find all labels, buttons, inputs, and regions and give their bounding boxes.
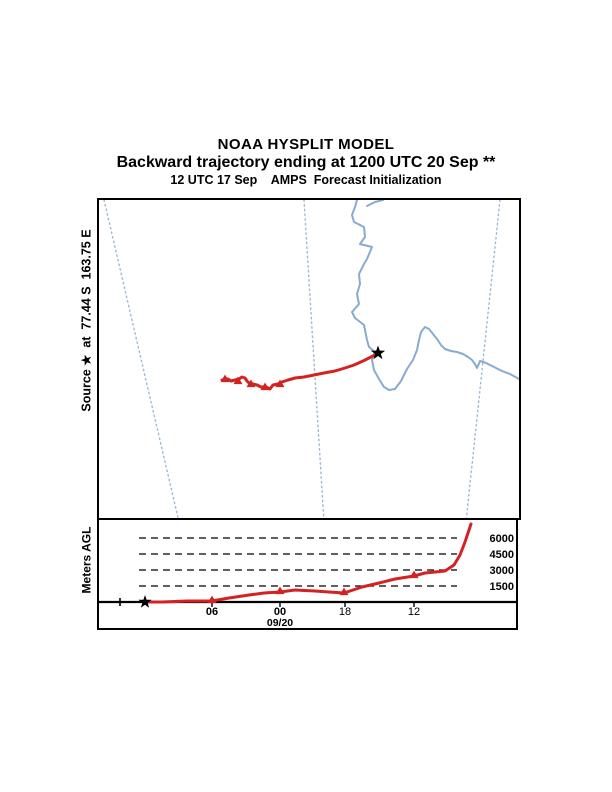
- trajectory-path: [220, 351, 380, 391]
- meridian-gridline: [103, 200, 179, 518]
- meters-agl-text: Meters AGL: [79, 526, 93, 594]
- endpoint-star-icon: [138, 595, 152, 608]
- trajectory-time-marker: [275, 379, 285, 388]
- height-profile-panel: 6000 4500 3000 1500 06 00 18 12 09/20: [97, 518, 518, 630]
- init-subtitle: 12 UTC 17 Sep AMPS Forecast Initializati…: [170, 173, 442, 187]
- height-time-marker: [409, 570, 419, 579]
- time-tick-label: 06: [206, 606, 218, 618]
- title-block: NOAA HYSPLIT MODEL Backward trajectory e…: [10, 137, 602, 188]
- meters-agl-axis-label: Meters AGL: [73, 505, 99, 615]
- trajectory-time-marker: [233, 376, 243, 385]
- height-time-marker: [275, 586, 285, 595]
- height-profile-canvas: 6000 4500 3000 1500 06 00 18 12 09/20: [99, 522, 516, 628]
- source-location-text: Source ★ at 77.44 S 163.75 E: [79, 228, 94, 412]
- meridian-gridline: [303, 200, 325, 518]
- height-tick-label: 3000: [490, 565, 514, 577]
- trajectory-title: Backward trajectory ending at 1200 UTC 2…: [116, 154, 496, 171]
- trajectory-time-marker: [260, 382, 270, 391]
- model-title: NOAA HYSPLIT MODEL: [217, 136, 395, 153]
- height-time-marker: [207, 595, 217, 604]
- date-label: 09/20: [267, 617, 293, 628]
- trajectory-map-canvas: [103, 200, 519, 518]
- coastline-path: [366, 200, 384, 207]
- trajectory-map-panel: [97, 198, 521, 520]
- source-star-icon: [370, 345, 386, 360]
- height-time-marker: [339, 587, 349, 596]
- height-profile-path: [143, 522, 473, 604]
- height-tick-label: 4500: [490, 549, 514, 561]
- time-tick-label: 00: [274, 606, 286, 618]
- coastline-path: [351, 200, 519, 391]
- trajectory-time-marker: [220, 374, 230, 383]
- height-tick-label: 6000: [490, 533, 514, 545]
- time-tick-label: 12: [408, 606, 420, 618]
- trajectory-time-marker: [246, 379, 256, 388]
- time-tick-label: 18: [339, 606, 351, 618]
- height-tick-label: 1500: [490, 581, 514, 593]
- source-location-axis-label: Source ★ at 77.44 S 163.75 E: [73, 170, 99, 470]
